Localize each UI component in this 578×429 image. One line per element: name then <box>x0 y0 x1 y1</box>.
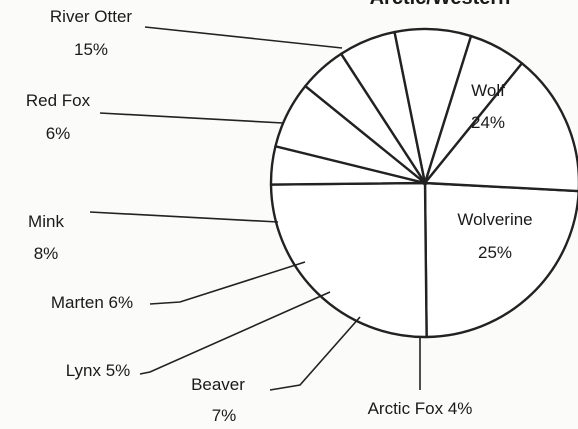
slice-pct-river-otter: 15% <box>74 40 108 59</box>
pie-slice-wolverine <box>269 181 428 339</box>
leader-line-lynx <box>139 291 331 375</box>
pie-slice-wolf <box>423 181 578 339</box>
slice-pct-red-fox: 6% <box>46 124 71 143</box>
slice-pct-wolverine: 25% <box>478 243 512 262</box>
slice-pct-mink: 8% <box>34 244 59 263</box>
slice-label-marten: Marten 6% <box>51 293 133 312</box>
slice-name-mink: Mink <box>28 212 64 231</box>
pie-slice-river-otter <box>423 62 578 193</box>
slice-name-beaver: Beaver <box>191 375 245 394</box>
leader-line-marten <box>149 261 306 305</box>
slice-pct-beaver: 7% <box>212 406 237 425</box>
slice-name-wolverine: Wolverine <box>457 210 532 229</box>
leader-line-river-otter <box>144 26 343 49</box>
slice-name-red-fox: Red Fox <box>26 91 91 110</box>
leader-line-red-fox <box>99 112 284 124</box>
leader-line-beaver <box>269 316 361 391</box>
slice-name-wolf: Wolf <box>471 81 505 100</box>
pie-center-dot <box>422 180 428 186</box>
slice-label-arctic-fox: Arctic Fox 4% <box>368 399 473 418</box>
slice-name-river-otter: River Otter <box>50 7 133 26</box>
slice-label-lynx: Lynx 5% <box>66 361 131 380</box>
slice-pct-wolf: 24% <box>471 113 505 132</box>
leader-line-mink <box>89 211 279 223</box>
chart-title: Arctic/Western <box>370 0 511 9</box>
